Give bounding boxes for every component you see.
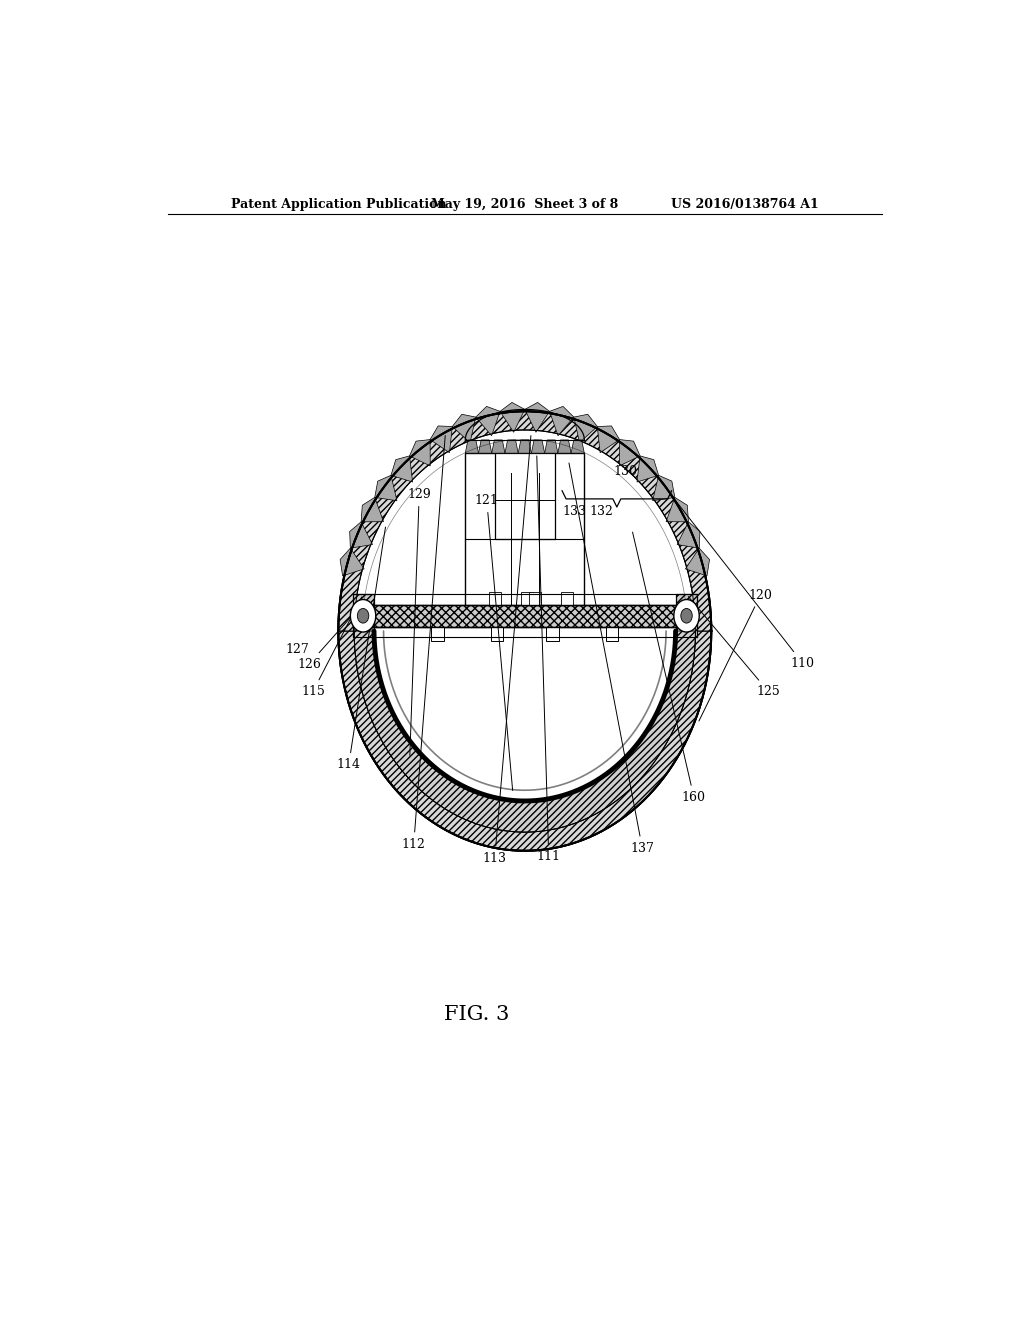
Polygon shape [676,594,697,638]
Text: Patent Application Publication: Patent Application Publication [231,198,446,211]
Circle shape [350,599,376,632]
Circle shape [357,609,369,623]
Polygon shape [338,412,712,631]
Text: US 2016/0138764 A1: US 2016/0138764 A1 [671,198,818,211]
Text: 132: 132 [589,504,613,517]
Polygon shape [431,627,443,642]
Polygon shape [505,440,518,453]
Polygon shape [453,414,476,442]
Polygon shape [391,455,413,482]
Text: 127: 127 [285,643,309,656]
Polygon shape [374,631,676,801]
Polygon shape [500,403,524,432]
Polygon shape [550,407,573,436]
Polygon shape [489,593,502,605]
Text: 129: 129 [408,488,431,755]
Polygon shape [558,440,571,453]
Polygon shape [620,440,640,466]
Polygon shape [521,593,534,605]
Polygon shape [352,594,374,638]
Text: 133: 133 [562,504,586,517]
Text: 121: 121 [475,494,513,791]
Polygon shape [531,440,545,453]
Polygon shape [354,631,695,832]
Circle shape [681,609,692,623]
Polygon shape [490,627,504,642]
Text: 125: 125 [688,597,780,698]
Polygon shape [637,455,658,482]
Text: 130: 130 [613,465,638,478]
Polygon shape [666,498,688,521]
Polygon shape [528,593,541,605]
Text: 126: 126 [297,612,354,671]
Text: 115: 115 [301,597,361,698]
Polygon shape [492,440,505,453]
Polygon shape [478,440,492,453]
Text: FIG. 3: FIG. 3 [444,1005,510,1024]
Text: 114: 114 [337,527,385,771]
Polygon shape [361,498,384,521]
Polygon shape [573,414,597,442]
Polygon shape [476,407,500,436]
Text: 113: 113 [482,436,530,865]
Text: 137: 137 [569,463,654,854]
Polygon shape [560,593,572,605]
Text: 160: 160 [633,532,706,804]
Polygon shape [495,453,555,539]
Text: 110: 110 [674,498,815,669]
Polygon shape [410,440,430,466]
Polygon shape [338,631,712,851]
Polygon shape [430,426,453,453]
Text: 111: 111 [537,455,561,863]
Polygon shape [546,627,559,642]
Circle shape [674,599,699,632]
Polygon shape [677,521,700,548]
Polygon shape [465,453,585,605]
Polygon shape [518,440,531,453]
Text: 112: 112 [401,436,445,850]
Polygon shape [545,440,558,453]
Polygon shape [340,548,365,576]
Polygon shape [606,627,618,642]
Polygon shape [652,475,675,500]
Polygon shape [370,605,680,627]
Polygon shape [349,521,373,548]
Polygon shape [597,426,620,453]
Text: May 19, 2016  Sheet 3 of 8: May 19, 2016 Sheet 3 of 8 [431,198,618,211]
Polygon shape [525,403,550,432]
Polygon shape [465,440,478,453]
Polygon shape [685,548,710,576]
Text: 120: 120 [699,589,772,721]
Polygon shape [571,440,585,453]
Polygon shape [375,475,397,500]
